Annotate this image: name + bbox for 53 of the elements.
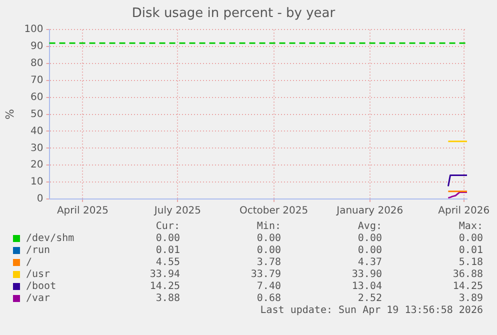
text: 7.40 bbox=[256, 281, 281, 292]
legend-label: /var bbox=[26, 293, 50, 304]
text: 2.52 bbox=[358, 293, 382, 304]
text: Min: bbox=[256, 221, 281, 232]
y-tick-label: 80 bbox=[30, 58, 44, 70]
x-tick-label: January 2026 bbox=[336, 206, 404, 217]
text: 4.37 bbox=[358, 257, 382, 268]
text: Avg: bbox=[358, 221, 382, 232]
text: 3.78 bbox=[256, 257, 281, 268]
text: 0.00 bbox=[256, 245, 281, 256]
text: 3.89 bbox=[458, 293, 483, 304]
y-tick-label: 90 bbox=[30, 41, 44, 52]
legend-label: /run bbox=[26, 245, 50, 256]
text: 3.88 bbox=[156, 293, 180, 304]
text: Max: bbox=[458, 221, 483, 232]
text: 5.18 bbox=[458, 257, 483, 268]
text: 33.90 bbox=[352, 269, 382, 280]
x-tick-label: April 2026 bbox=[438, 206, 490, 217]
y-tick-label: 0 bbox=[36, 194, 44, 205]
text: 0.00 bbox=[256, 233, 281, 244]
text: 14.25 bbox=[150, 281, 180, 292]
text: 36.88 bbox=[452, 269, 483, 280]
text: 13.04 bbox=[352, 281, 382, 292]
y-tick-label: 70 bbox=[30, 75, 44, 86]
text: 33.79 bbox=[250, 269, 281, 280]
x-tick-label: October 2025 bbox=[239, 206, 308, 217]
text: Last update: Sun Apr 19 13:56:58 2026 bbox=[260, 305, 483, 316]
text: 0.00 bbox=[458, 233, 483, 244]
text: 0.01 bbox=[156, 245, 180, 256]
legend-label: /boot bbox=[26, 281, 56, 292]
y-tick-label: 10 bbox=[30, 176, 44, 188]
text: 0.68 bbox=[256, 293, 281, 304]
legend-label: / bbox=[26, 257, 32, 268]
y-tick-label: 20 bbox=[30, 160, 44, 171]
text: 4.55 bbox=[156, 257, 180, 268]
text: 0.01 bbox=[458, 245, 483, 256]
text: 0.00 bbox=[156, 233, 180, 244]
legend-label: /usr bbox=[26, 269, 50, 280]
text: Cur: bbox=[156, 221, 180, 232]
y-tick-label: 60 bbox=[30, 92, 44, 103]
x-tick-label: July 2025 bbox=[153, 206, 202, 217]
text: 0.00 bbox=[358, 233, 382, 244]
text: 0.00 bbox=[358, 245, 382, 256]
chart-title: Disk usage in percent - by year bbox=[132, 6, 336, 22]
legend-label: /dev/shm bbox=[26, 233, 74, 244]
y-tick-label: 100 bbox=[24, 24, 44, 36]
y-tick-label: 50 bbox=[30, 108, 44, 120]
y-tick-label: 30 bbox=[30, 142, 44, 154]
y-axis-title: % bbox=[3, 109, 16, 120]
text: 33.94 bbox=[150, 269, 180, 280]
x-tick-label: April 2025 bbox=[56, 206, 108, 217]
text: 14.25 bbox=[452, 281, 483, 292]
y-tick-label: 40 bbox=[30, 126, 44, 137]
